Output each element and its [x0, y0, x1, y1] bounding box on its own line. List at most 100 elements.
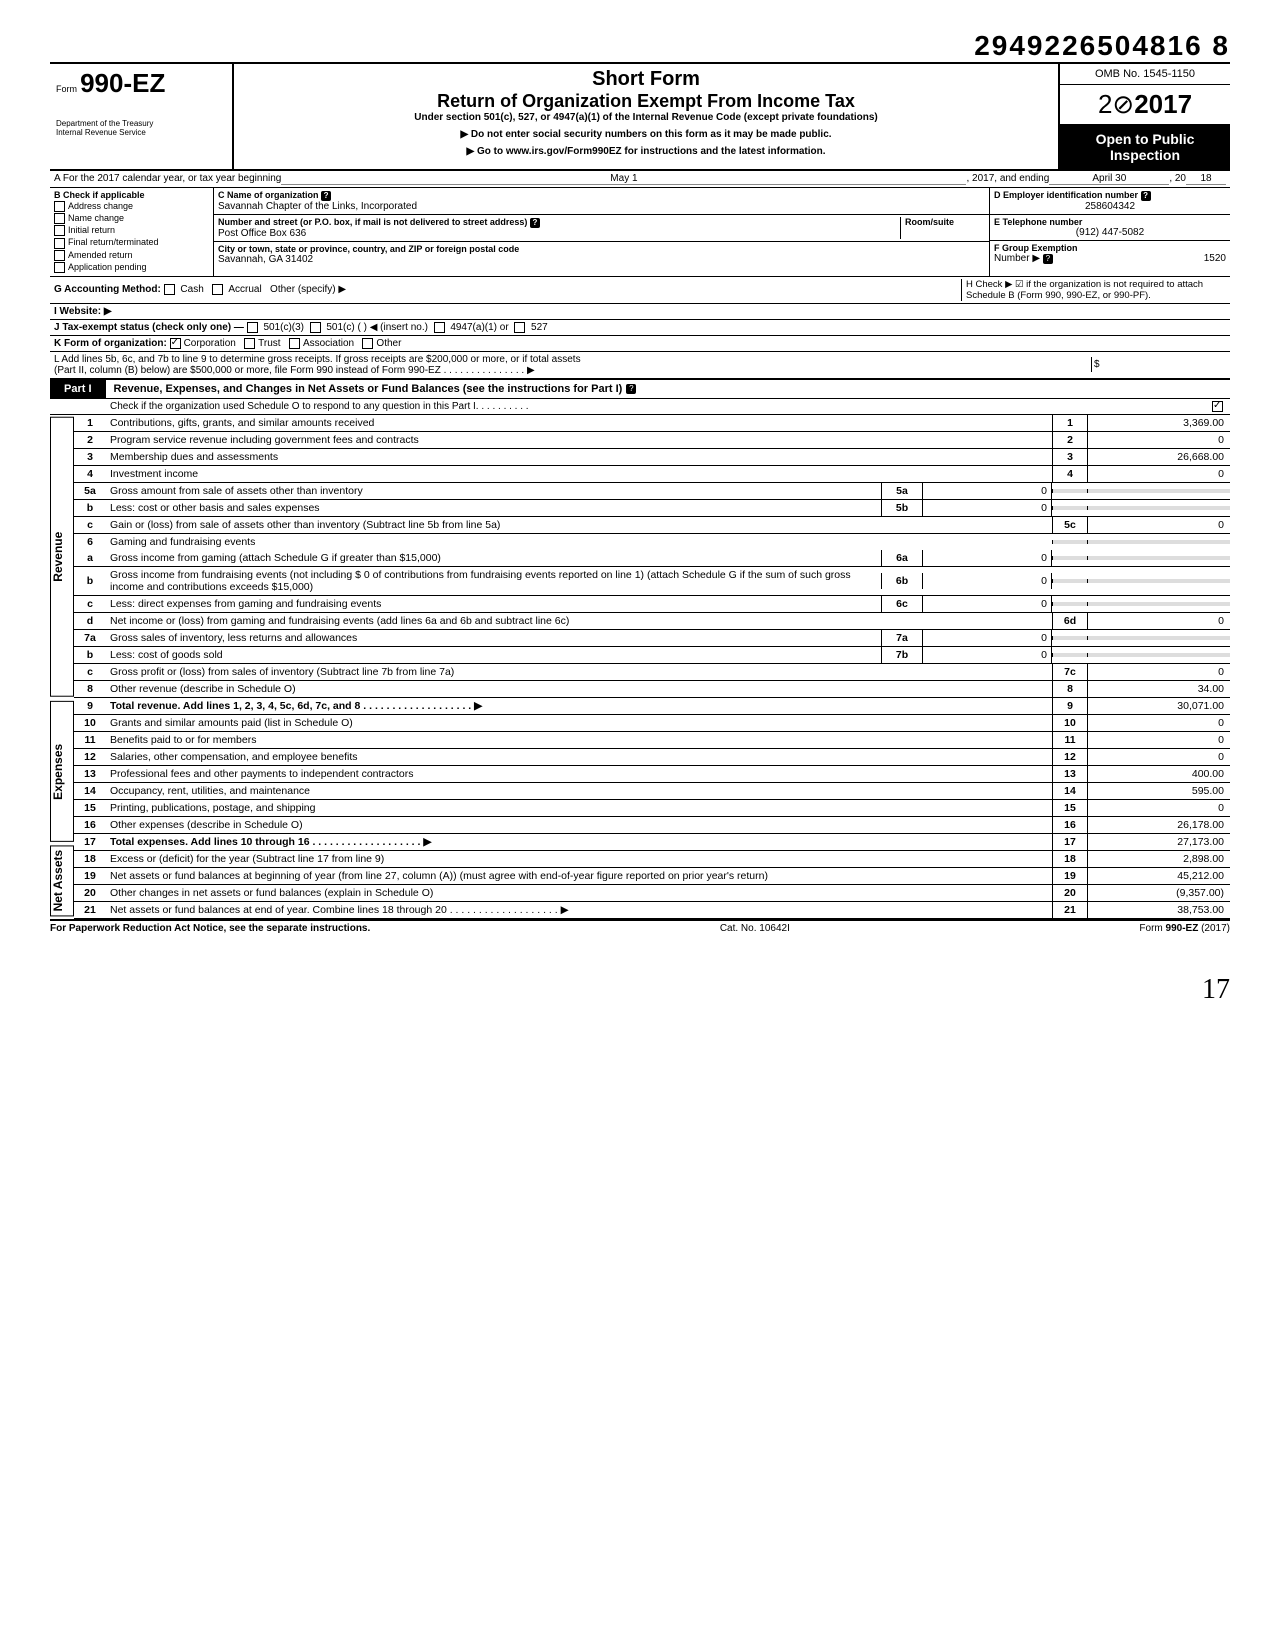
line-value[interactable]: 34.00	[1087, 681, 1230, 697]
short-form-title: Short Form	[244, 68, 1048, 91]
right-line-number: 10	[1052, 715, 1087, 731]
form-line: bLess: cost or other basis and sales exp…	[74, 500, 1230, 517]
org-street[interactable]: Post Office Box 636	[218, 228, 306, 239]
group-exemption[interactable]: 1520	[1204, 253, 1226, 264]
mid-line-value[interactable]: 0	[923, 596, 1052, 612]
form-line: dNet income or (loss) from gaming and fu…	[74, 613, 1230, 630]
line-value[interactable]: 26,668.00	[1087, 449, 1230, 465]
right-line-number: 7c	[1052, 664, 1087, 680]
form-body: Revenue Expenses Net Assets 1Contributio…	[50, 415, 1230, 919]
row-j-tax-exempt: J Tax-exempt status (check only one) — 5…	[50, 320, 1230, 336]
line-description: Gross income from gaming (attach Schedul…	[106, 550, 881, 566]
cb-501c3[interactable]	[247, 322, 258, 333]
help-icon[interactable]: ?	[1141, 191, 1151, 201]
form-line: 2Program service revenue including gover…	[74, 432, 1230, 449]
cb-amended-return[interactable]	[54, 250, 65, 261]
line-value[interactable]: 0	[1087, 517, 1230, 533]
line-description: Net assets or fund balances at beginning…	[106, 868, 1052, 884]
line-value[interactable]: 400.00	[1087, 766, 1230, 782]
cb-accrual[interactable]	[212, 284, 223, 295]
line-value[interactable]: 27,173.00	[1087, 834, 1230, 850]
line-number: 9	[74, 698, 106, 714]
line-value[interactable]: 0	[1087, 749, 1230, 765]
line-description: Less: cost or other basis and sales expe…	[106, 500, 881, 516]
year-end[interactable]: 18	[1186, 173, 1226, 185]
line-value[interactable]: 0	[1087, 800, 1230, 816]
phone[interactable]: (912) 447-5082	[994, 227, 1226, 238]
right-line-number: 18	[1052, 851, 1087, 867]
cb-address-change[interactable]	[54, 201, 65, 212]
cb-initial-return[interactable]	[54, 225, 65, 236]
cb-4947[interactable]	[434, 322, 445, 333]
cb-527[interactable]	[514, 322, 525, 333]
main-title: Return of Organization Exempt From Incom…	[244, 91, 1048, 112]
cb-application-pending[interactable]	[54, 262, 65, 273]
right-line-number: 5c	[1052, 517, 1087, 533]
help-icon[interactable]: ?	[1043, 254, 1053, 264]
line-number: 3	[74, 449, 106, 465]
line-value[interactable]: 0	[1087, 732, 1230, 748]
line-value[interactable]: 0	[1087, 715, 1230, 731]
org-city[interactable]: Savannah, GA 31402	[218, 254, 313, 265]
cb-501c[interactable]	[310, 322, 321, 333]
side-expenses: Expenses	[50, 701, 74, 842]
form-line: cGross profit or (loss) from sales of in…	[74, 664, 1230, 681]
mid-line-value[interactable]: 0	[923, 500, 1052, 516]
form-line: 12Salaries, other compensation, and empl…	[74, 749, 1230, 766]
year-end-month[interactable]: April 30	[1049, 173, 1169, 185]
line-description: Printing, publications, postage, and shi…	[106, 800, 1052, 816]
cb-name-change[interactable]	[54, 213, 65, 224]
gross-receipts[interactable]: $	[1091, 357, 1226, 372]
line-number: 5a	[74, 483, 106, 499]
line-number: 12	[74, 749, 106, 765]
line-value[interactable]: 595.00	[1087, 783, 1230, 799]
right-line-number: 15	[1052, 800, 1087, 816]
line-number: a	[74, 550, 106, 566]
line-value[interactable]: 30,071.00	[1087, 698, 1230, 714]
shaded-cell	[1052, 489, 1087, 493]
right-line-number: 2	[1052, 432, 1087, 448]
cb-corporation[interactable]	[170, 338, 181, 349]
line-value[interactable]: 0	[1087, 466, 1230, 482]
line-description: Salaries, other compensation, and employ…	[106, 749, 1052, 765]
cb-association[interactable]	[289, 338, 300, 349]
line-value[interactable]: 0	[1087, 613, 1230, 629]
help-icon[interactable]: ?	[321, 191, 331, 201]
mid-line-number: 5b	[881, 500, 923, 516]
mid-line-value[interactable]: 0	[923, 550, 1052, 566]
cb-trust[interactable]	[244, 338, 255, 349]
line-description: Gaming and fundraising events	[106, 534, 1052, 550]
line-value[interactable]: 45,212.00	[1087, 868, 1230, 884]
mid-line-value[interactable]: 0	[923, 573, 1052, 589]
mid-line-number: 6a	[881, 550, 923, 566]
line-value[interactable]: 2,898.00	[1087, 851, 1230, 867]
form-line: cGain or (loss) from sale of assets othe…	[74, 517, 1230, 534]
right-line-number: 21	[1052, 902, 1087, 918]
mid-line-value[interactable]: 0	[923, 647, 1052, 663]
line-number: 6	[74, 534, 106, 550]
mid-line-value[interactable]: 0	[923, 483, 1052, 499]
ein[interactable]: 258604342	[994, 201, 1226, 212]
help-icon[interactable]: ?	[626, 384, 636, 394]
form-line: 14Occupancy, rent, utilities, and mainte…	[74, 783, 1230, 800]
shaded-cell	[1087, 653, 1230, 657]
line-value[interactable]: (9,357.00)	[1087, 885, 1230, 901]
line-value[interactable]: 3,369.00	[1087, 415, 1230, 431]
cb-final-return[interactable]	[54, 238, 65, 249]
right-line-number: 3	[1052, 449, 1087, 465]
cb-other[interactable]	[362, 338, 373, 349]
year-begin[interactable]: May 1	[281, 173, 966, 185]
line-value[interactable]: 38,753.00	[1087, 902, 1230, 918]
line-value[interactable]: 0	[1087, 664, 1230, 680]
side-revenue: Revenue	[50, 417, 74, 697]
form-line: 16Other expenses (describe in Schedule O…	[74, 817, 1230, 834]
cb-schedule-o[interactable]	[1212, 401, 1223, 412]
help-icon[interactable]: ?	[530, 218, 540, 228]
cb-cash[interactable]	[164, 284, 175, 295]
line-value[interactable]: 0	[1087, 432, 1230, 448]
shaded-cell	[1087, 636, 1230, 640]
mid-line-value[interactable]: 0	[923, 630, 1052, 646]
mid-line-number: 5a	[881, 483, 923, 499]
line-value[interactable]: 26,178.00	[1087, 817, 1230, 833]
org-name[interactable]: Savannah Chapter of the Links, Incorpora…	[218, 201, 417, 212]
